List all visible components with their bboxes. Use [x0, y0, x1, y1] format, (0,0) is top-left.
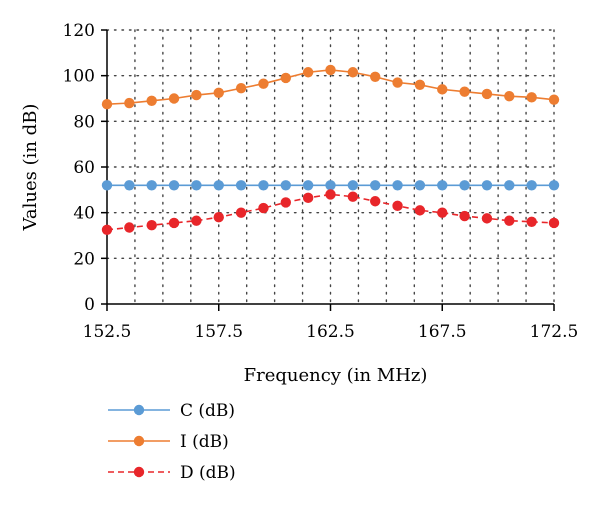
data-point	[325, 64, 336, 76]
data-point	[168, 180, 180, 191]
data-point	[258, 78, 269, 89]
legend-label: D (dB)	[180, 463, 236, 483]
data-point	[124, 222, 135, 233]
y-axis-title: Values (in dB)	[20, 104, 41, 232]
data-point	[347, 191, 359, 202]
x-axis-title: Frequency (in MHz)	[244, 365, 428, 386]
data-point	[280, 72, 291, 84]
x-tick-label: 162.5	[306, 322, 355, 342]
data-point	[459, 86, 470, 97]
y-tick-label: 0	[84, 295, 95, 315]
legend: C (dB) I (dB) D (dB)	[108, 401, 236, 483]
data-point	[258, 202, 269, 214]
legend-marker	[133, 435, 145, 447]
data-point	[370, 71, 381, 83]
data-point	[437, 84, 448, 95]
y-tick-label: 20	[73, 249, 95, 269]
legend-item: D (dB)	[108, 463, 236, 483]
data-point	[526, 92, 537, 103]
data-point	[280, 197, 291, 208]
data-point	[101, 180, 113, 191]
data-point	[437, 207, 448, 218]
data-point	[526, 216, 537, 227]
data-point	[302, 67, 314, 78]
data-point	[347, 67, 359, 78]
data-point	[392, 180, 403, 191]
grid	[106, 29, 555, 305]
y-tick-label: 80	[73, 112, 95, 132]
data-point	[370, 180, 381, 191]
series-3	[101, 189, 560, 235]
series-2	[101, 64, 560, 110]
legend-marker	[133, 404, 145, 416]
data-point	[101, 99, 113, 110]
x-tick-label: 152.5	[83, 322, 132, 342]
data-point	[504, 180, 515, 191]
tick-labels: 0 20 40 60 80 100 120 152.5 157.5 162.5 167.5 172.5	[63, 21, 579, 342]
data-point	[392, 77, 403, 88]
legend-marker	[133, 466, 145, 478]
data-point	[325, 189, 336, 200]
data-point	[481, 88, 493, 100]
data-point	[414, 205, 426, 216]
data-point	[168, 93, 180, 104]
data-point	[392, 200, 403, 212]
data-point	[414, 79, 426, 91]
data-point	[481, 180, 493, 191]
data-point	[504, 91, 515, 102]
data-point	[146, 180, 157, 191]
y-tick-label: 40	[73, 204, 95, 224]
data-point	[213, 87, 224, 98]
data-point	[459, 180, 470, 191]
data-point	[101, 224, 113, 235]
data-point	[459, 210, 470, 222]
x-tick-label: 167.5	[418, 322, 467, 342]
data-point	[191, 89, 202, 101]
x-tick-label: 157.5	[194, 322, 243, 342]
data-point	[146, 220, 157, 231]
data-point	[325, 180, 336, 191]
data-point	[548, 94, 560, 105]
data-point	[258, 180, 269, 191]
data-point	[280, 180, 291, 191]
data-point	[548, 217, 560, 229]
series	[101, 64, 560, 235]
legend-label: C (dB)	[180, 401, 235, 421]
data-point	[437, 180, 448, 191]
x-tick-label: 172.5	[530, 322, 579, 342]
data-point	[146, 95, 157, 106]
data-point	[191, 215, 202, 226]
series-1	[101, 180, 560, 191]
data-point	[124, 97, 135, 109]
data-point	[370, 196, 381, 207]
data-point	[168, 217, 180, 229]
data-point	[213, 212, 224, 223]
data-point	[414, 180, 426, 191]
y-tick-label: 100	[63, 67, 95, 87]
data-point	[504, 215, 515, 226]
axes	[101, 29, 555, 311]
series-line	[106, 193, 555, 231]
data-point	[548, 180, 560, 191]
data-point	[481, 213, 493, 224]
data-point	[191, 180, 202, 191]
data-point	[302, 192, 314, 204]
legend-item: I (dB)	[108, 432, 229, 452]
data-point	[235, 207, 247, 218]
legend-label: I (dB)	[180, 432, 229, 452]
legend-item: C (dB)	[108, 401, 235, 421]
data-point	[347, 180, 359, 191]
data-point	[213, 180, 224, 191]
data-point	[124, 180, 135, 191]
y-tick-label: 60	[73, 158, 95, 178]
data-point	[302, 180, 314, 191]
data-point	[235, 83, 247, 94]
y-tick-label: 120	[63, 21, 95, 41]
data-point	[235, 180, 247, 191]
data-point	[526, 180, 537, 191]
